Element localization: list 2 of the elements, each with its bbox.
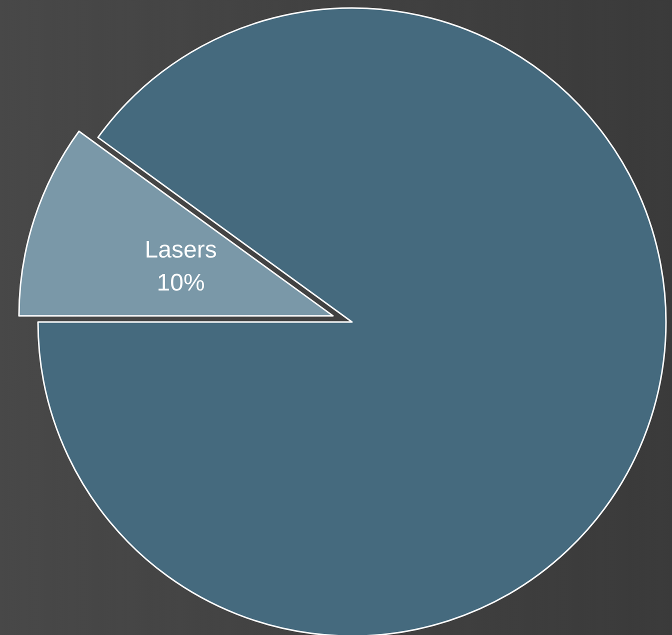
slice-label: Lasers <box>144 236 217 264</box>
data-label: 10% <box>156 269 205 296</box>
